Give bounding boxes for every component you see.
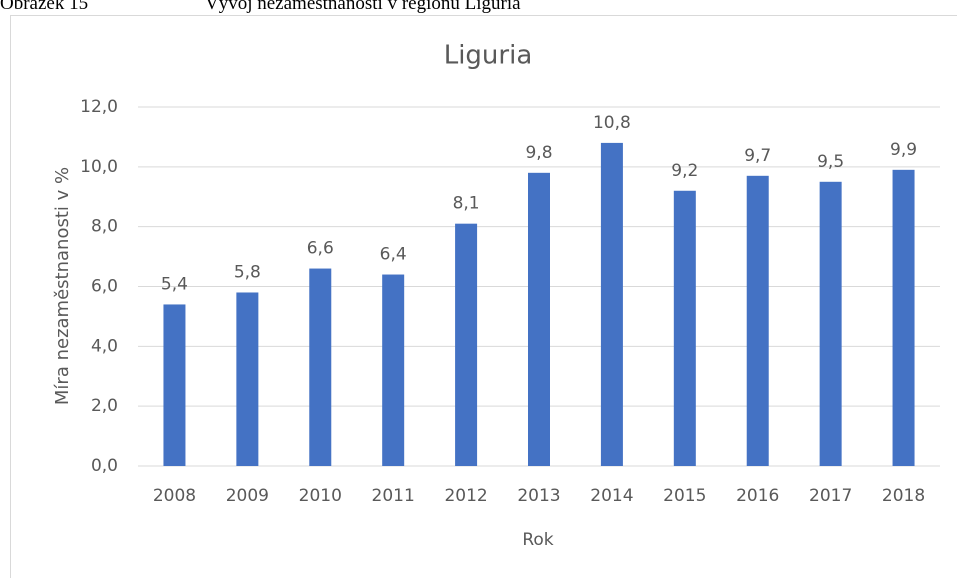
y-tick-label: 2,0	[91, 396, 118, 416]
bar	[746, 175, 769, 466]
data-label: 9,2	[671, 161, 698, 181]
y-tick-label: 10,0	[80, 157, 118, 177]
bar	[236, 292, 259, 466]
bar	[673, 190, 696, 466]
bar	[819, 181, 842, 466]
y-tick-label: 12,0	[80, 97, 118, 117]
y-axis-label: Míra nezaměstnanosti v %	[52, 167, 73, 405]
x-tick-label: 2010	[299, 486, 342, 506]
data-label: 9,7	[744, 146, 771, 166]
x-tick-label: 2017	[809, 486, 852, 506]
chart-title: Liguria	[444, 41, 533, 71]
data-label: 5,4	[161, 274, 188, 294]
chart-frame	[10, 15, 957, 578]
bar	[309, 268, 332, 466]
y-tick-label: 4,0	[91, 336, 118, 356]
x-tick-label: 2012	[444, 486, 487, 506]
data-label: 8,1	[453, 194, 480, 214]
x-tick-label: 2016	[736, 486, 779, 506]
x-tick-label: 2018	[882, 486, 925, 506]
data-label: 6,6	[307, 239, 334, 259]
x-tick-label: 2009	[226, 486, 269, 506]
bar	[382, 274, 405, 466]
x-tick-label: 2015	[663, 486, 706, 506]
caption-label: Obrázek 15	[0, 0, 88, 14]
bar	[892, 169, 915, 466]
x-tick-label: 2013	[517, 486, 560, 506]
x-tick-label: 2014	[590, 486, 633, 506]
bar	[528, 172, 550, 467]
bar	[163, 304, 186, 466]
data-label: 6,4	[380, 245, 407, 265]
data-label: 9,9	[890, 140, 917, 160]
x-axis-label: Rok	[522, 530, 553, 550]
caption-text: Vývoj nezaměstnanosti v regionu Liguria	[205, 0, 521, 14]
bar	[455, 223, 478, 466]
x-tick-label: 2008	[153, 486, 196, 506]
data-label: 5,8	[234, 262, 261, 282]
y-tick-label: 6,0	[91, 277, 118, 297]
bar	[600, 142, 623, 466]
y-tick-label: 0,0	[91, 456, 118, 476]
data-label: 9,5	[817, 152, 844, 172]
data-label: 10,8	[593, 113, 631, 133]
data-label: 9,8	[525, 143, 552, 163]
x-tick-label: 2011	[372, 486, 415, 506]
y-tick-label: 8,0	[91, 217, 118, 237]
